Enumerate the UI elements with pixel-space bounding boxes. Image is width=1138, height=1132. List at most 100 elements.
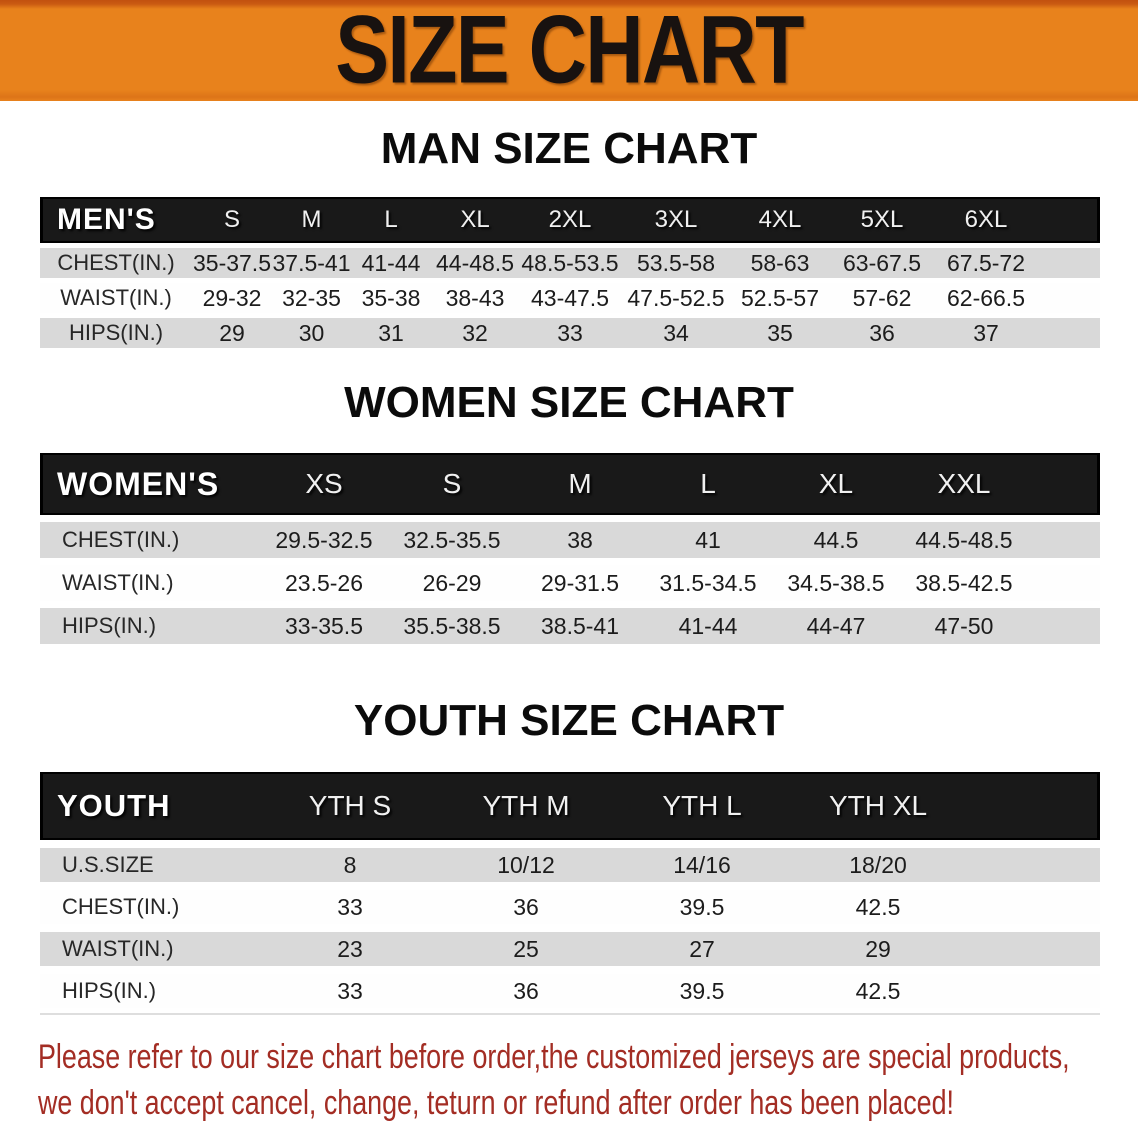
women-size-value: 29.5-32.5 — [275, 526, 373, 553]
youth-size-column-header: YTH M — [438, 772, 614, 840]
youth-header-row: YOUTH YTH S YTH M YTH L YTH XL — [40, 772, 1100, 840]
youth-measure-row: HIPS(IN.) 33 36 39.5 42.5 — [40, 974, 1100, 1008]
youth-size-value: 10/12 — [497, 851, 555, 878]
men-size-column-header: 2XL — [519, 197, 621, 243]
men-size-value: 57-62 — [852, 284, 912, 311]
women-size-value: 41-44 — [678, 612, 738, 639]
women-size-value: 35.5-38.5 — [403, 612, 501, 639]
women-size-column-header: L — [644, 453, 772, 515]
youth-size-column-header: YTH S — [262, 772, 438, 840]
men-size-value: 52.5-57 — [740, 284, 819, 311]
men-size-value: 38-43 — [445, 284, 505, 311]
women-measure-row: HIPS(IN.) 33-35.5 35.5-38.5 38.5-41 41-44 44-… — [40, 608, 1100, 644]
women-size-value: 38.5-42.5 — [915, 569, 1013, 596]
men-size-column-header: M — [272, 197, 351, 243]
men-size-column-header: 6XL — [935, 197, 1037, 243]
men-size-value: 58-63 — [750, 249, 810, 276]
mens-size-table: MEN'S S M L XL 2XL 3XL 4XL 5XL 6XL CHEST(IN.) 35-37… — [40, 192, 1100, 353]
women-size-value: 38 — [567, 526, 593, 553]
women-size-value: 32.5-35.5 — [403, 526, 501, 553]
men-size-value: 31 — [378, 319, 404, 346]
womens-size-table: WOMEN'S XS S M L XL XXL CHEST(IN.) 29.5-32.5 32.5… — [40, 446, 1100, 651]
row-filler — [966, 932, 1100, 966]
youth-row-label: HIPS(IN.) — [62, 978, 157, 1003]
men-size-value: 47.5-52.5 — [627, 284, 725, 311]
men-size-value: 29 — [219, 319, 245, 346]
youth-size-column-header: YTH XL — [790, 772, 966, 840]
men-size-column-header: 4XL — [731, 197, 829, 243]
youth-size-column-header: YTH L — [614, 772, 790, 840]
youth-size-value: 33 — [337, 977, 363, 1004]
men-size-value: 41-44 — [361, 249, 421, 276]
men-row-label: CHEST(IN.) — [57, 250, 175, 275]
youth-size-value: 42.5 — [855, 893, 901, 920]
row-filler — [1037, 283, 1100, 313]
men-size-value: 35-38 — [361, 284, 421, 311]
youth-measure-row: U.S.SIZE 8 10/12 14/16 18/20 — [40, 848, 1100, 882]
disclaimer-line-2: we don't accept cancel, change, teturn o… — [38, 1084, 954, 1122]
youth-size-value: 29 — [865, 935, 891, 962]
men-table-corner-label: MEN'S — [40, 197, 192, 243]
banner-title: SIZE CHART — [335, 0, 804, 105]
youth-table-corner-label: YOUTH — [40, 772, 262, 840]
row-filler — [1028, 565, 1100, 601]
women-size-value: 47-50 — [934, 612, 994, 639]
men-size-value: 62-66.5 — [946, 284, 1025, 311]
women-size-column-header: XS — [260, 453, 388, 515]
youth-size-value: 36 — [513, 977, 539, 1004]
women-size-value: 38.5-41 — [540, 612, 619, 639]
table-bottom-divider — [40, 1013, 1100, 1015]
youth-size-value: 39.5 — [679, 977, 725, 1004]
youth-size-value: 18/20 — [849, 851, 907, 878]
header-filler — [1037, 197, 1100, 243]
men-size-value: 32 — [462, 319, 488, 346]
men-measure-row: WAIST(IN.) 29-32 32-35 35-38 38-43 43-47.5 47.… — [40, 283, 1100, 313]
row-filler — [1028, 608, 1100, 644]
youth-size-value: 25 — [513, 935, 539, 962]
men-size-value: 29-32 — [202, 284, 262, 311]
women-size-column-header: S — [388, 453, 516, 515]
women-size-value: 41 — [695, 526, 721, 553]
youth-size-value: 42.5 — [855, 977, 901, 1004]
row-filler — [1028, 522, 1100, 558]
women-measure-row: WAIST(IN.) 23.5-26 26-29 29-31.5 31.5-34.5 34… — [40, 565, 1100, 601]
men-size-column-header: S — [192, 197, 272, 243]
disclaimer-line-1: Please refer to our size chart before or… — [38, 1038, 1070, 1076]
women-row-label: WAIST(IN.) — [62, 570, 174, 595]
men-header-row: MEN'S S M L XL 2XL 3XL 4XL 5XL 6XL — [40, 197, 1100, 243]
men-measure-row: HIPS(IN.) 29 30 31 32 33 34 35 36 37 — [40, 318, 1100, 348]
men-size-value: 32-35 — [282, 284, 341, 311]
men-size-value: 63-67.5 — [842, 249, 921, 276]
men-size-value: 30 — [298, 319, 325, 346]
men-size-value: 53.5-58 — [636, 249, 715, 276]
men-row-label: HIPS(IN.) — [68, 320, 164, 345]
row-filler — [966, 974, 1100, 1008]
youth-size-value: 39.5 — [679, 893, 725, 920]
women-size-value: 31.5-34.5 — [659, 569, 757, 596]
youth-measure-row: WAIST(IN.) 23 25 27 29 — [40, 932, 1100, 966]
row-filler — [1037, 248, 1100, 278]
women-size-chart-title: WOMEN SIZE CHART — [344, 378, 794, 427]
men-size-value: 35 — [767, 319, 793, 346]
men-size-value: 35-37.5 — [192, 249, 271, 276]
women-header-row: WOMEN'S XS S M L XL XXL — [40, 453, 1100, 515]
women-size-value: 44.5-48.5 — [915, 526, 1013, 553]
men-size-column-header: 5XL — [829, 197, 935, 243]
men-size-value: 43-47.5 — [530, 284, 609, 311]
men-size-value: 37.5-41 — [272, 249, 351, 276]
women-size-column-header: XL — [772, 453, 900, 515]
disclaimer-text: Please refer to our size chart before or… — [38, 1034, 1138, 1126]
youth-size-value: 8 — [343, 851, 357, 878]
size-chart-banner: SIZE CHART — [0, 0, 1138, 101]
women-size-value: 33-35.5 — [284, 612, 363, 639]
row-filler — [966, 848, 1100, 882]
man-size-chart-title: MAN SIZE CHART — [380, 124, 758, 173]
men-size-column-header: XL — [431, 197, 519, 243]
men-size-column-header: 3XL — [621, 197, 731, 243]
youth-row-label: CHEST(IN.) — [62, 894, 180, 919]
men-size-value: 44-48.5 — [435, 249, 514, 276]
women-size-value: 23.5-26 — [284, 569, 363, 596]
women-size-value: 44.5 — [813, 526, 859, 553]
men-size-value: 36 — [869, 319, 895, 346]
men-size-value: 48.5-53.5 — [521, 249, 619, 276]
